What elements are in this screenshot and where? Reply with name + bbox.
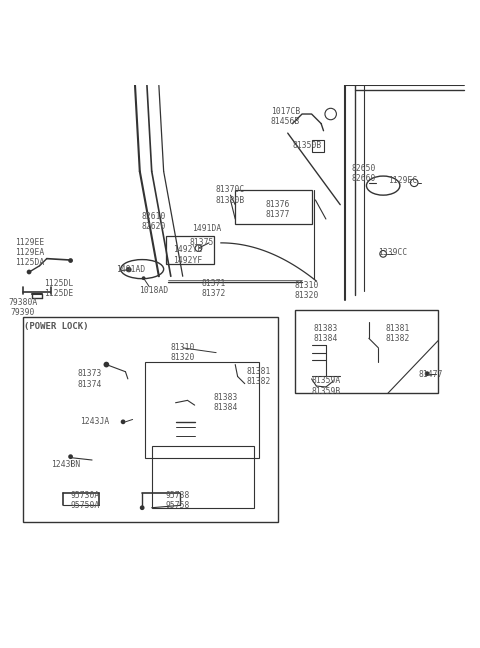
Text: 1243BN: 1243BN (51, 460, 81, 469)
Circle shape (140, 505, 144, 510)
Text: 1243JA: 1243JA (80, 417, 109, 426)
Circle shape (68, 454, 73, 459)
Text: 81359A
81359B: 81359A 81359B (311, 376, 340, 396)
Text: 81383
81384: 81383 81384 (214, 393, 238, 412)
Text: 81350B: 81350B (292, 141, 322, 150)
Text: 81375: 81375 (190, 238, 214, 248)
Text: 1129EC: 1129EC (388, 176, 417, 185)
Text: 81376
81377: 81376 81377 (266, 200, 290, 219)
Text: 82650
82660: 82650 82660 (352, 164, 376, 183)
Text: 81381
81382: 81381 81382 (247, 367, 271, 386)
Text: 81310
81320: 81310 81320 (295, 281, 319, 300)
Bar (235, 191, 312, 224)
Bar (295, 310, 438, 393)
Bar (23, 317, 278, 522)
Text: 1129EE
1129EA
1125DA: 1129EE 1129EA 1125DA (15, 238, 45, 268)
Text: 81370C
81380B: 81370C 81380B (216, 185, 245, 205)
Text: 95730A
95750A: 95730A 95750A (70, 491, 99, 510)
Text: 1018AD: 1018AD (140, 286, 169, 295)
Circle shape (120, 419, 125, 424)
Text: 1491DA: 1491DA (192, 224, 221, 233)
Text: (POWER LOCK): (POWER LOCK) (24, 322, 88, 331)
Text: 1017CB
81456B: 1017CB 81456B (271, 107, 300, 126)
Text: 82610
82620: 82610 82620 (142, 212, 166, 231)
Bar (166, 236, 214, 264)
Text: 1125DL
1125DE: 1125DL 1125DE (44, 279, 73, 298)
Bar (312, 140, 324, 152)
Text: 81373
81374: 81373 81374 (77, 369, 102, 389)
Text: 1339CC: 1339CC (378, 248, 408, 257)
Circle shape (104, 362, 109, 367)
Circle shape (27, 270, 32, 274)
Text: 79380A
79390: 79380A 79390 (8, 297, 37, 317)
Bar (152, 446, 254, 508)
Text: 81310
81320: 81310 81320 (170, 343, 195, 362)
Text: 1491AD: 1491AD (116, 264, 145, 273)
Text: 81381
81382: 81381 81382 (385, 324, 409, 343)
Bar (144, 362, 259, 457)
Text: 95738
95758: 95738 95758 (166, 491, 190, 510)
Text: 1492YE
1492YF: 1492YE 1492YF (173, 245, 202, 264)
Text: 81371
81372: 81371 81372 (202, 279, 226, 298)
Circle shape (68, 258, 73, 263)
Text: 81383
81384: 81383 81384 (314, 324, 338, 343)
Circle shape (425, 371, 430, 376)
Text: 81477: 81477 (419, 369, 443, 378)
Circle shape (142, 276, 145, 280)
Circle shape (126, 267, 131, 272)
